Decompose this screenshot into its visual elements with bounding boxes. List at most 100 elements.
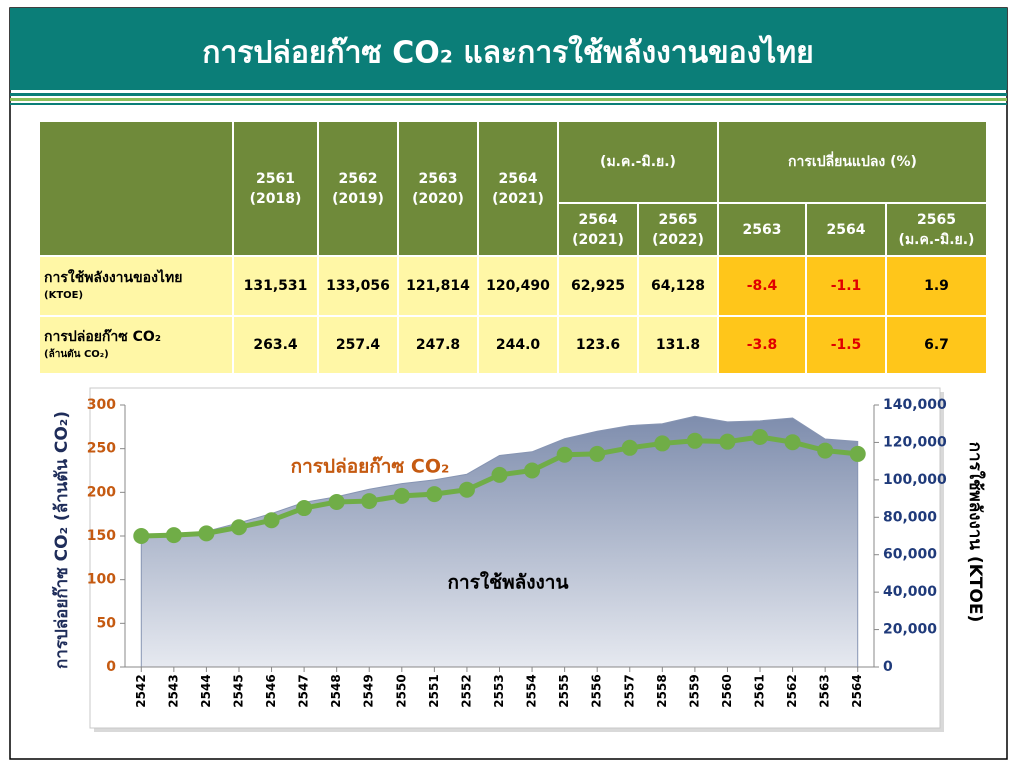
co2-marker [752, 428, 769, 445]
x-tick-label: 2562 [785, 674, 799, 707]
co2-marker [133, 528, 150, 544]
series-label: การใช้พลังงาน [448, 571, 569, 594]
row-unit: (KTOE) [44, 290, 84, 301]
header-year-ad: (ม.ค.-มิ.ย.) [898, 231, 975, 248]
co2-marker [263, 512, 280, 529]
summary-table-wrap: 2561 (2018) 2562 (2019) 2563 (2020) 2564 (2021)… [38, 120, 988, 375]
y2-tick-label: 20,000 [883, 622, 937, 638]
x-tick-label: 2560 [720, 674, 734, 707]
y-tick-label: 250 [87, 441, 116, 457]
data-cell: -1.1 [805, 255, 887, 317]
co2-marker [654, 435, 671, 452]
co2-marker [784, 434, 801, 451]
header-cell: 2565 (2022) [637, 202, 719, 257]
co2-marker [817, 442, 834, 459]
header-bar [10, 8, 1007, 90]
row-label-text: การใช้พลังงานของไทย [44, 270, 183, 286]
y-tick-label: 200 [87, 484, 116, 500]
header-stripe [10, 93, 1007, 96]
x-tick-label: 2542 [134, 674, 148, 707]
x-tick-label: 2554 [525, 674, 539, 707]
x-tick-label: 2556 [590, 674, 604, 707]
data-cell: 1.9 [885, 255, 988, 317]
x-tick-label: 2557 [622, 674, 636, 707]
co2-marker [719, 433, 736, 450]
x-tick-label: 2564 [850, 674, 864, 707]
x-tick-label: 2561 [753, 674, 767, 707]
x-tick-label: 2549 [362, 674, 376, 707]
co2-marker [524, 462, 541, 479]
x-tick-label: 2547 [297, 674, 311, 707]
header-year: 2565 [658, 211, 698, 228]
y2-tick-label: 140,000 [883, 397, 947, 413]
header-cell: 2564 (2021) [477, 120, 559, 257]
y2-tick-label: 40,000 [883, 584, 937, 600]
x-tick-label: 2555 [557, 674, 571, 707]
header-cell: 2563 (2020) [397, 120, 479, 257]
header-year: 2563 [418, 170, 458, 187]
y2-tick-label: 80,000 [883, 509, 937, 525]
data-cell: 64,128 [637, 255, 719, 317]
co2-marker [198, 525, 215, 542]
co2-marker [165, 527, 182, 544]
header-year: 2564 [826, 221, 866, 238]
x-tick-label: 2544 [199, 674, 213, 707]
x-tick-label: 2545 [231, 674, 245, 707]
co2-marker [589, 445, 606, 462]
header-year: 2565 [917, 211, 956, 228]
co2-marker [556, 446, 573, 463]
y-tick-label: 100 [87, 572, 116, 588]
y-tick-label: 50 [97, 615, 117, 631]
header-year-ad: (2019) [332, 190, 384, 207]
y-tick-label: 0 [106, 659, 116, 675]
summary-table: 2561 (2018) 2562 (2019) 2563 (2020) 2564 (2021)… [38, 120, 988, 375]
data-cell: 6.7 [885, 315, 988, 375]
header-year-ad: (2018) [249, 190, 302, 207]
data-cell: 247.8 [397, 315, 479, 375]
header-cell: การเปลี่ยนแปลง (%) [717, 120, 988, 204]
header-cell [38, 120, 234, 257]
co2-marker [361, 493, 378, 510]
y2-axis-title: การใช้พลังงาน (KTOE) [965, 442, 986, 623]
x-tick-label: 2559 [687, 674, 701, 707]
series-label: การปล่อยก๊าซ CO₂ [291, 456, 450, 478]
x-tick-label: 2550 [394, 674, 408, 707]
y2-tick-label: 60,000 [883, 547, 937, 563]
header-cell: 2561 (2018) [232, 120, 319, 257]
data-cell: 123.6 [557, 315, 639, 375]
header-row: 2561 (2018) 2562 (2019) 2563 (2020) 2564 (2021)… [38, 120, 988, 257]
x-tick-label: 2543 [166, 674, 180, 707]
row-label: การใช้พลังงานของไทย (KTOE) [38, 255, 234, 317]
x-tick-label: 2546 [264, 674, 278, 707]
data-cell: 257.4 [317, 315, 399, 375]
x-tick-label: 2552 [459, 674, 473, 707]
header-cell: 2564 [805, 202, 887, 257]
header-year: 2564 [578, 211, 618, 228]
header-cell: 2565 (ม.ค.-มิ.ย.) [885, 202, 988, 257]
data-cell: 131.8 [637, 315, 719, 375]
data-cell: 263.4 [232, 315, 319, 375]
row-unit: (ล้านตัน CO₂) [44, 349, 109, 360]
header-cell: 2562 (2019) [317, 120, 399, 257]
energy-area [140, 415, 859, 668]
co2-marker [393, 487, 410, 504]
data-cell: 62,925 [557, 255, 639, 317]
header-year: 2563 [742, 221, 782, 238]
header-year-ad: (2020) [412, 190, 464, 207]
data-row: การใช้พลังงานของไทย (KTOE) 131,531 133,056 1… [38, 255, 988, 317]
header-year: 2562 [338, 170, 378, 187]
header-year: 2564 [498, 170, 538, 187]
chart: 0 50 100 150 200 250 300 0 20,000 40,000 60,000 80,… [52, 397, 986, 708]
header-cell: 2564 (2021) [557, 202, 639, 257]
y-axis-title: การปล่อยก๊าซ CO₂ (ล้านตัน CO₂) [52, 411, 72, 669]
y2-tick-label: 0 [883, 659, 893, 675]
co2-marker [296, 500, 313, 517]
co2-marker [491, 466, 508, 483]
data-cell: -3.8 [717, 315, 807, 375]
x-tick-label: 2548 [329, 674, 343, 707]
header-row: 2564 (2021) 2565 (2022) 2563 2564 2565 (ม.ค.-มิ… [39, 202, 988, 257]
data-cell: 120,490 [477, 255, 559, 317]
co2-marker [458, 481, 475, 498]
